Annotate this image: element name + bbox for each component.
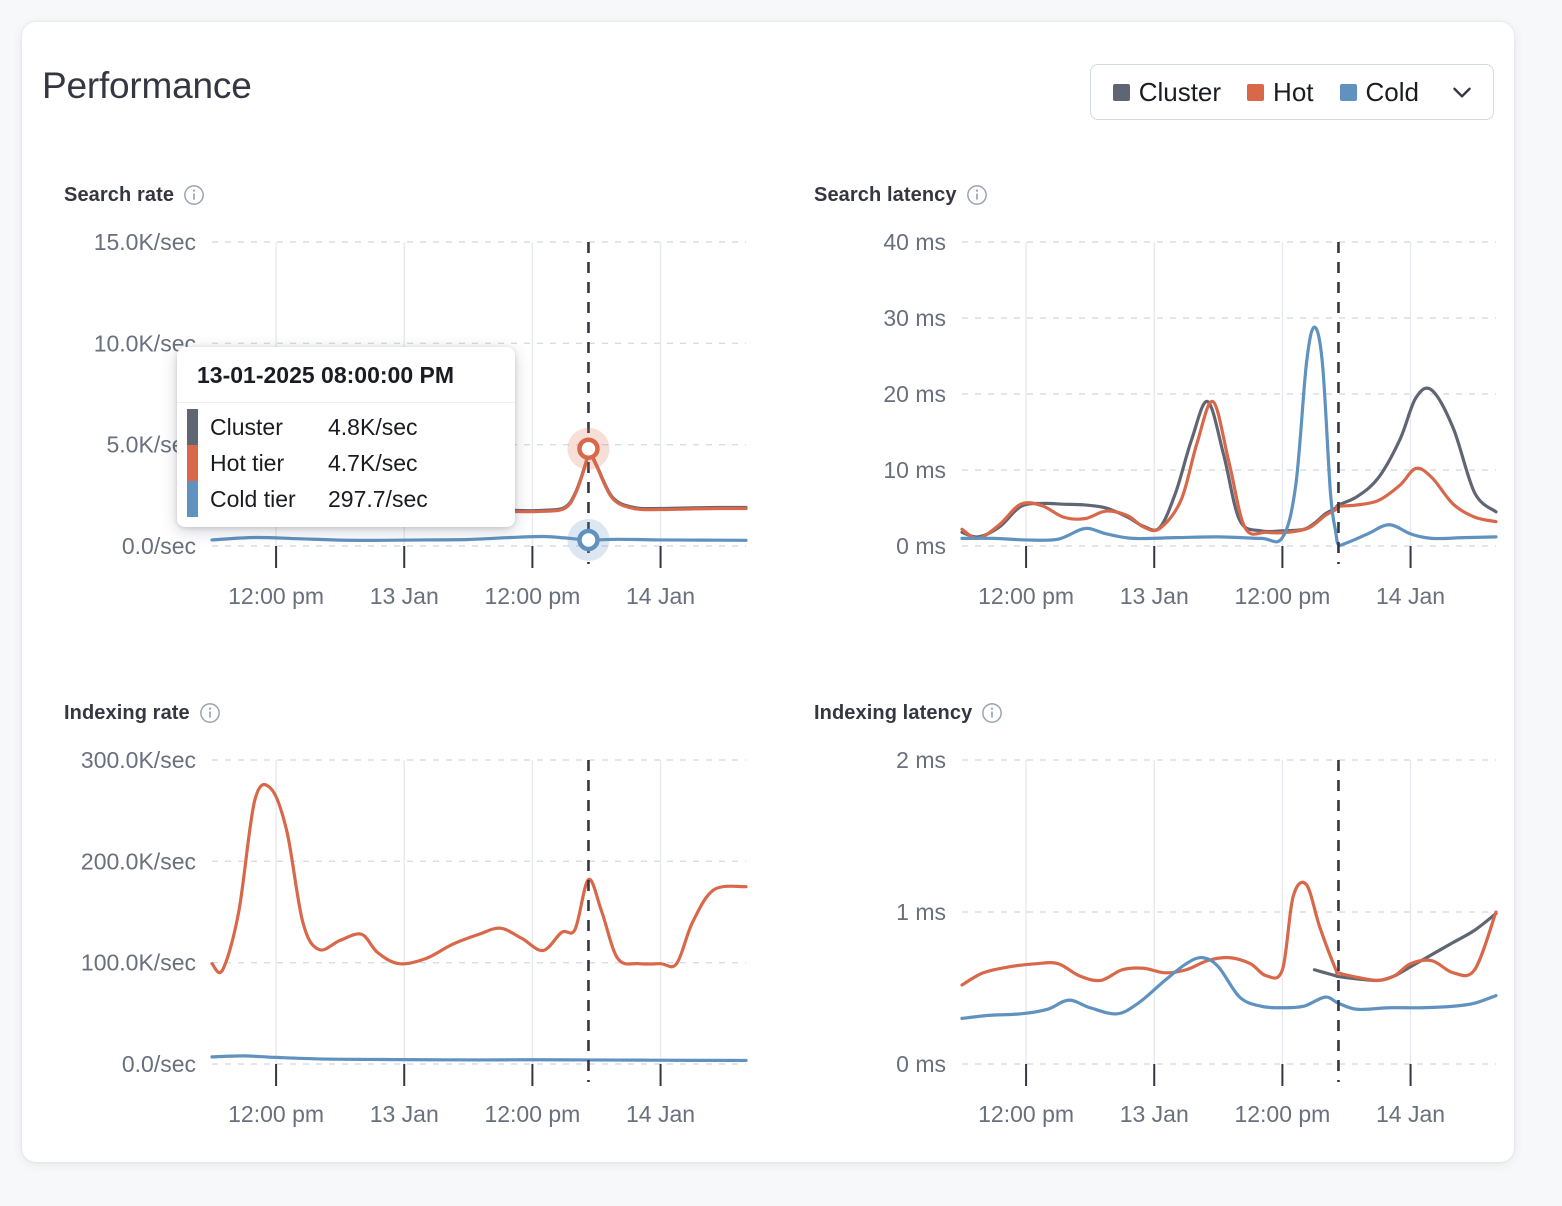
page-title: Performance xyxy=(42,65,252,106)
tooltip-row-cluster: Cluster 4.8K/sec xyxy=(177,409,515,445)
x-tick-label: 12:00 pm xyxy=(1234,583,1330,609)
y-tick-label: 0 ms xyxy=(896,533,946,559)
series-line-cold-tier xyxy=(960,955,1498,1020)
y-tick-label: 1 ms xyxy=(896,899,946,925)
panel-search-latency: Search latency 0 ms 10 ms 20 ms 30 ms 40 ms 12… xyxy=(814,182,1514,624)
series-line-cluster xyxy=(1312,911,1498,983)
legend-item-hot[interactable]: Hot xyxy=(1247,76,1314,108)
series-line-hot-tier xyxy=(960,880,1498,987)
y-tick-label: 10 ms xyxy=(883,457,946,483)
legend-item-cluster[interactable]: Cluster xyxy=(1112,76,1222,108)
x-tick-label: 12:00 pm xyxy=(978,583,1074,609)
performance-card: Performance Cluster Hot Cold xyxy=(22,22,1514,1162)
legend-label-cluster: Cluster xyxy=(1138,76,1222,107)
cold-color-swatch xyxy=(1339,83,1357,101)
panel-title: Search latency xyxy=(814,183,957,206)
series-line-hot-tier xyxy=(960,400,1498,541)
x-tick-label: 12:00 pm xyxy=(978,1101,1074,1127)
info-icon[interactable] xyxy=(981,702,1003,724)
tooltip-cluster-label: Cluster xyxy=(210,413,283,440)
panel-indexing-latency: Indexing latency 0 ms 1 ms 2 ms 12:00 pm 13 J… xyxy=(814,700,1514,1142)
tooltip-rows: Cluster 4.8K/sec Hot tier 4.7K/sec Cold … xyxy=(177,403,515,527)
highlight-point xyxy=(577,528,600,552)
y-tick-label: 2 ms xyxy=(896,747,946,773)
tooltip-hot-color-bar xyxy=(187,445,198,481)
y-tick-label: 15.0K/sec xyxy=(94,229,196,255)
y-tick-label: 0 ms xyxy=(896,1051,946,1077)
legend-label-hot: Hot xyxy=(1273,76,1314,107)
x-tick-label: 13 Jan xyxy=(370,1101,439,1127)
tooltip-hot-value: 4.7K/sec xyxy=(328,449,418,476)
x-tick-label: 12:00 pm xyxy=(1234,1101,1330,1127)
series-line-hot-tier xyxy=(210,782,748,975)
panel-indexing-rate: Indexing rate 0.0/sec 100.0K/sec 200.0K/sec… xyxy=(64,700,764,1142)
info-icon[interactable] xyxy=(199,702,221,724)
card-header: Performance Cluster Hot Cold xyxy=(22,22,1514,142)
x-tick-label: 14 Jan xyxy=(626,1101,695,1127)
series-line-cluster xyxy=(960,386,1498,539)
x-tick-label: 12:00 pm xyxy=(228,583,324,609)
panel-title: Search rate xyxy=(64,183,175,206)
panel-title-row-indexing-rate: Indexing rate xyxy=(64,700,764,726)
series-line-cold-tier xyxy=(210,534,748,542)
plot-indexing-latency[interactable]: 0 ms 1 ms 2 ms 12:00 pm 13 Jan 12:00 pm 14 Jan xyxy=(814,742,1514,1142)
cluster-color-swatch xyxy=(1112,83,1130,101)
y-tick-label: 0.0/sec xyxy=(122,1051,196,1077)
y-tick-label: 300.0K/sec xyxy=(81,747,196,773)
legend-label-cold: Cold xyxy=(1365,76,1419,107)
panel-title: Indexing latency xyxy=(814,701,973,724)
info-icon[interactable] xyxy=(183,184,205,206)
tooltip-cluster-value: 4.8K/sec xyxy=(328,413,418,440)
tooltip-cluster-color-bar xyxy=(187,409,198,445)
x-tick-label: 14 Jan xyxy=(1376,583,1445,609)
series-legend-dropdown[interactable]: Cluster Hot Cold xyxy=(1089,64,1494,120)
plot-search-latency[interactable]: 0 ms 10 ms 20 ms 30 ms 40 ms 12:00 pm 13 Jan 12… xyxy=(814,224,1514,624)
tooltip-row-hot: Hot tier 4.7K/sec xyxy=(177,445,515,481)
x-tick-label: 13 Jan xyxy=(1120,583,1189,609)
series-line-cold-tier xyxy=(210,1054,748,1063)
tooltip-cold-color-bar xyxy=(187,481,198,517)
x-tick-label: 12:00 pm xyxy=(484,1101,580,1127)
y-tick-label: 20 ms xyxy=(883,381,946,407)
x-tick-label: 14 Jan xyxy=(626,583,695,609)
panel-title-row-search-latency: Search latency xyxy=(814,182,1514,208)
y-tick-label: 200.0K/sec xyxy=(81,848,196,874)
y-tick-label: 100.0K/sec xyxy=(81,950,196,976)
tooltip-hot-label: Hot tier xyxy=(210,449,285,476)
x-tick-label: 12:00 pm xyxy=(228,1101,324,1127)
x-tick-label: 14 Jan xyxy=(1376,1101,1445,1127)
panel-title-row-search-rate: Search rate xyxy=(64,182,764,208)
info-icon[interactable] xyxy=(966,184,988,206)
tooltip-cold-value: 297.7/sec xyxy=(328,485,428,512)
x-tick-label: 13 Jan xyxy=(1120,1101,1189,1127)
tooltip-row-cold: Cold tier 297.7/sec xyxy=(177,481,515,517)
x-tick-label: 12:00 pm xyxy=(484,583,580,609)
hot-color-swatch xyxy=(1247,83,1265,101)
tooltip-timestamp: 13-01-2025 08:00:00 PM xyxy=(177,347,515,403)
tooltip-cold-label: Cold tier xyxy=(210,485,296,512)
hover-tooltip: 13-01-2025 08:00:00 PM Cluster 4.8K/sec … xyxy=(177,347,515,527)
y-tick-label: 30 ms xyxy=(883,305,946,331)
y-tick-label: 40 ms xyxy=(883,229,946,255)
highlight-point xyxy=(577,437,600,460)
panel-title-row-indexing-latency: Indexing latency xyxy=(814,700,1514,726)
y-tick-label: 0.0/sec xyxy=(122,533,196,559)
plot-indexing-rate[interactable]: 0.0/sec 100.0K/sec 200.0K/sec 300.0K/sec 12:… xyxy=(64,742,764,1142)
x-tick-label: 13 Jan xyxy=(370,583,439,609)
legend-item-cold[interactable]: Cold xyxy=(1339,76,1419,108)
chevron-down-icon[interactable] xyxy=(1449,79,1475,105)
series-line-cold-tier xyxy=(960,325,1498,547)
panel-title: Indexing rate xyxy=(64,701,190,724)
